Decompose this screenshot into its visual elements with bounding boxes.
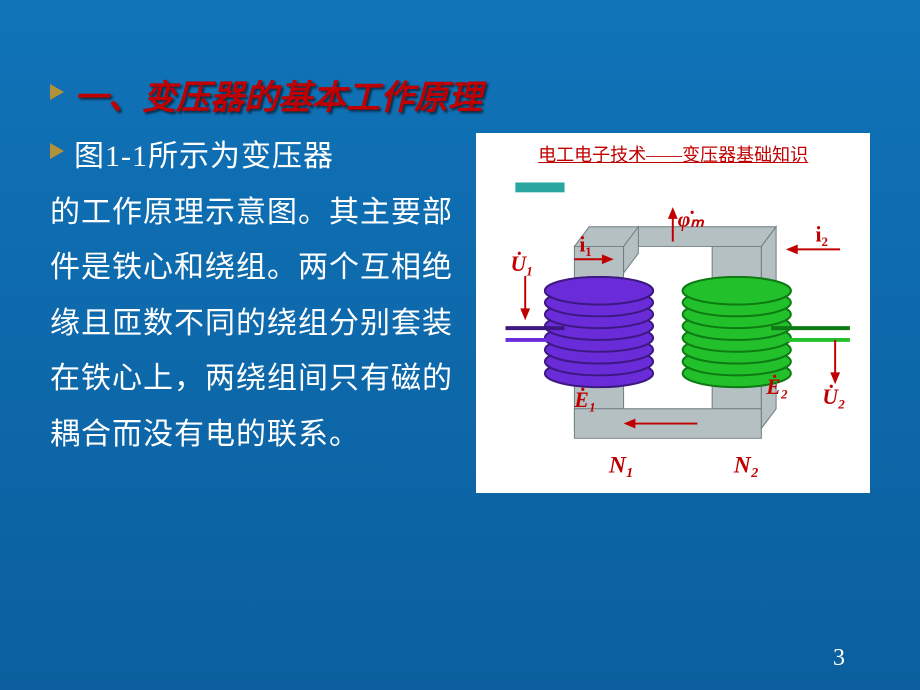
label-E2: Ė₂	[766, 375, 789, 399]
label-i1: i₁	[580, 232, 593, 256]
figure-column: 电工电子技术——变压器基础知识	[476, 129, 870, 493]
content-area: 一、变压器的基本工作原理 图1-1所示为变压器 的工作原理示意图。其主要部件是铁…	[50, 70, 870, 493]
label-N1: N₁	[608, 453, 634, 479]
bullet-arrow-icon	[50, 143, 64, 159]
heading-row: 一、变压器的基本工作原理	[50, 70, 870, 119]
label-U1: U̇₁	[511, 252, 534, 276]
figure-title: 电工电子技术——变压器基础知识	[476, 141, 870, 167]
body-lead: 图1-1所示为变压器	[74, 129, 334, 185]
label-phi: φ̇ₘ	[678, 208, 705, 232]
body-rest: 的工作原理示意图。其主要部件是铁心和绕组。两个互相绝缘且匝数不同的绕组分别套装在…	[50, 185, 466, 463]
heading-text: 一、变压器的基本工作原理	[74, 70, 482, 119]
figure-box: 电工电子技术——变压器基础知识	[476, 133, 870, 493]
body-row: 图1-1所示为变压器 的工作原理示意图。其主要部件是铁心和绕组。两个互相绝缘且匝…	[50, 129, 870, 493]
label-N2: N₂	[733, 453, 759, 479]
label-i2: i₂	[816, 223, 829, 247]
body-lead-line: 图1-1所示为变压器	[50, 129, 466, 185]
slide: 一、变压器的基本工作原理 图1-1所示为变压器 的工作原理示意图。其主要部件是铁…	[0, 0, 920, 690]
transformer-diagram-icon: U̇₁ i₁ φ̇ₘ i₂	[476, 177, 870, 493]
label-E1: Ė₁	[574, 388, 597, 412]
bullet-arrow-icon	[50, 84, 64, 100]
page-number: 3	[833, 645, 845, 672]
text-column: 图1-1所示为变压器 的工作原理示意图。其主要部件是铁心和绕组。两个互相绝缘且匝…	[50, 129, 476, 462]
label-U2: U̇₂	[823, 385, 846, 409]
